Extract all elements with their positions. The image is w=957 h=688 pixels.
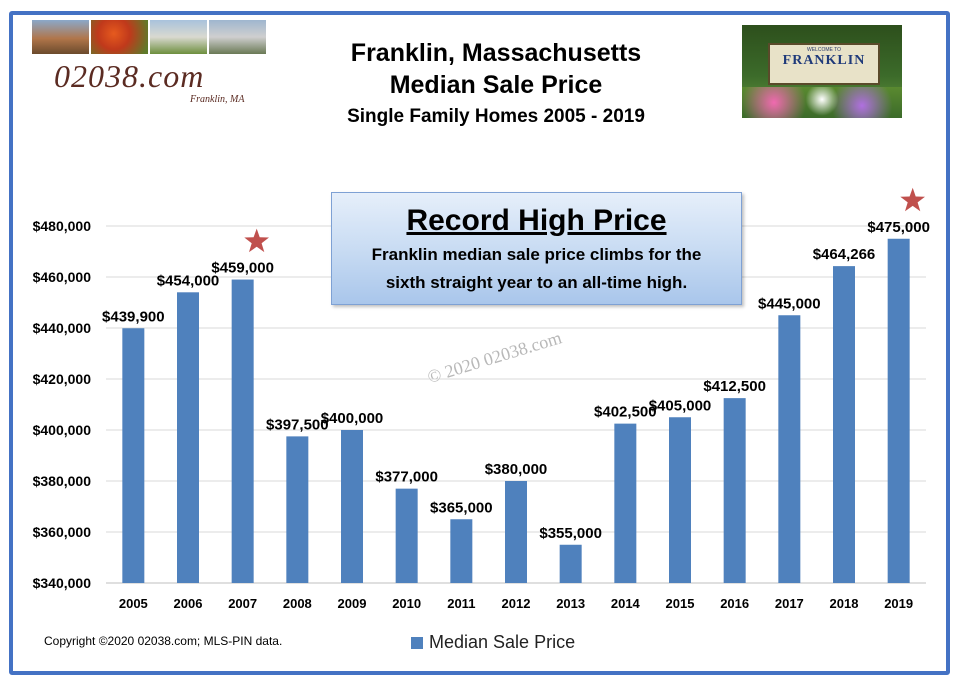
y-tick-label: $460,000 [33, 269, 92, 285]
y-tick-label: $340,000 [33, 575, 92, 591]
bar [723, 398, 746, 583]
star-icon [900, 187, 925, 212]
bar [669, 417, 691, 583]
title-line-1: Franklin, Massachusetts [350, 39, 642, 67]
bar [505, 481, 527, 583]
logo-photo [91, 20, 148, 54]
bar [559, 544, 582, 583]
y-tick-label: $480,000 [33, 218, 92, 234]
x-tick-label: 2005 [119, 596, 148, 611]
bar [450, 519, 473, 583]
bar [122, 328, 145, 583]
logo-photo [209, 20, 266, 54]
x-tick-label: 2011 [447, 596, 475, 611]
sign-name-text: FRANKLIN [782, 53, 866, 68]
bar [833, 266, 855, 583]
x-tick-label: 2015 [666, 596, 695, 611]
legend-swatch [411, 636, 423, 649]
data-label: $464,266 [813, 246, 876, 263]
record-high-callout: Record High Price Franklin median sale p… [331, 192, 742, 305]
franklin-sign-photo: WELCOME TO FRANKLIN [742, 25, 902, 118]
x-tick-label: 2016 [720, 596, 749, 611]
logo-photo [32, 20, 89, 54]
chart-subtitle: Single Family Homes 2005 - 2019 [347, 106, 645, 127]
x-tick-label: 2010 [392, 596, 421, 611]
sign-board: WELCOME TO FRANKLIN [768, 43, 880, 85]
copyright-note: Copyright ©2020 02038.com; MLS-PIN data. [44, 634, 283, 648]
y-tick-label: $360,000 [33, 524, 92, 540]
legend: Median Sale Price [411, 632, 575, 653]
chart-title: Franklin, Massachusetts Median Sale Pric… [280, 38, 712, 132]
data-label: $475,000 [867, 219, 930, 236]
x-tick-label: 2017 [775, 596, 804, 611]
x-tick-label: 2006 [174, 596, 203, 611]
y-tick-label: $380,000 [33, 473, 92, 489]
callout-heading: Record High Price [406, 204, 667, 237]
data-label: $402,500 [594, 404, 657, 421]
x-tick-label: 2008 [283, 596, 312, 611]
bar [177, 292, 199, 583]
logo-photo [150, 20, 207, 54]
x-tick-label: 2009 [338, 596, 367, 611]
bar [286, 436, 309, 583]
record-stars [244, 187, 925, 253]
site-logo[interactable]: 02038.com Franklin, MA [32, 20, 272, 108]
data-label: $400,000 [321, 410, 384, 427]
y-tick-label: $400,000 [33, 422, 92, 438]
data-label: $365,000 [430, 499, 493, 516]
data-label: $445,000 [758, 295, 821, 312]
data-label: $439,900 [102, 308, 165, 325]
x-tick-label: 2012 [502, 596, 531, 611]
star-icon [244, 228, 269, 253]
bar [778, 315, 801, 583]
data-label: $454,000 [157, 272, 220, 289]
x-tick-label: 2013 [556, 596, 585, 611]
data-label: $355,000 [539, 525, 602, 542]
data-label: $380,000 [485, 461, 548, 478]
x-tick-label: 2019 [884, 596, 913, 611]
bar [887, 238, 910, 583]
data-label: $377,000 [375, 469, 438, 486]
bars [122, 238, 910, 583]
data-label: $412,500 [703, 378, 766, 395]
y-tick-label: $440,000 [33, 320, 92, 336]
bar [341, 430, 363, 583]
callout-body-line-1: Franklin median sale price climbs for th… [371, 245, 702, 264]
data-label: $397,500 [266, 416, 329, 433]
legend-label: Median Sale Price [429, 632, 576, 652]
sign-welcome-text: WELCOME TO [807, 47, 841, 53]
y-axis: $340,000 $360,000 $380,000 $400,000 $420,000… [33, 218, 92, 591]
logo-photo-strip [32, 20, 272, 54]
x-tick-label: 2014 [611, 596, 641, 611]
data-label: $459,000 [211, 260, 274, 277]
data-label: $405,000 [649, 397, 712, 414]
callout-body-line-2: sixth straight year to an all-time high. [385, 273, 688, 292]
x-tick-label: 2018 [830, 596, 859, 611]
x-tick-label: 2007 [228, 596, 257, 611]
bar [231, 279, 254, 583]
title-line-2: Median Sale Price [389, 71, 603, 99]
data-labels: $439,900 $454,000$459,000 $397,500$400,000… [102, 219, 930, 542]
logo-text: 02038.com [54, 58, 205, 94]
bar [395, 488, 418, 583]
flower-bed [742, 87, 902, 118]
bar [614, 423, 637, 583]
y-tick-label: $420,000 [33, 371, 92, 387]
logo-subtitle: Franklin, MA [190, 94, 245, 105]
x-axis: 2005 2006 2007 2008 2009 2010 2011 2012 2013 2014… [119, 596, 913, 611]
